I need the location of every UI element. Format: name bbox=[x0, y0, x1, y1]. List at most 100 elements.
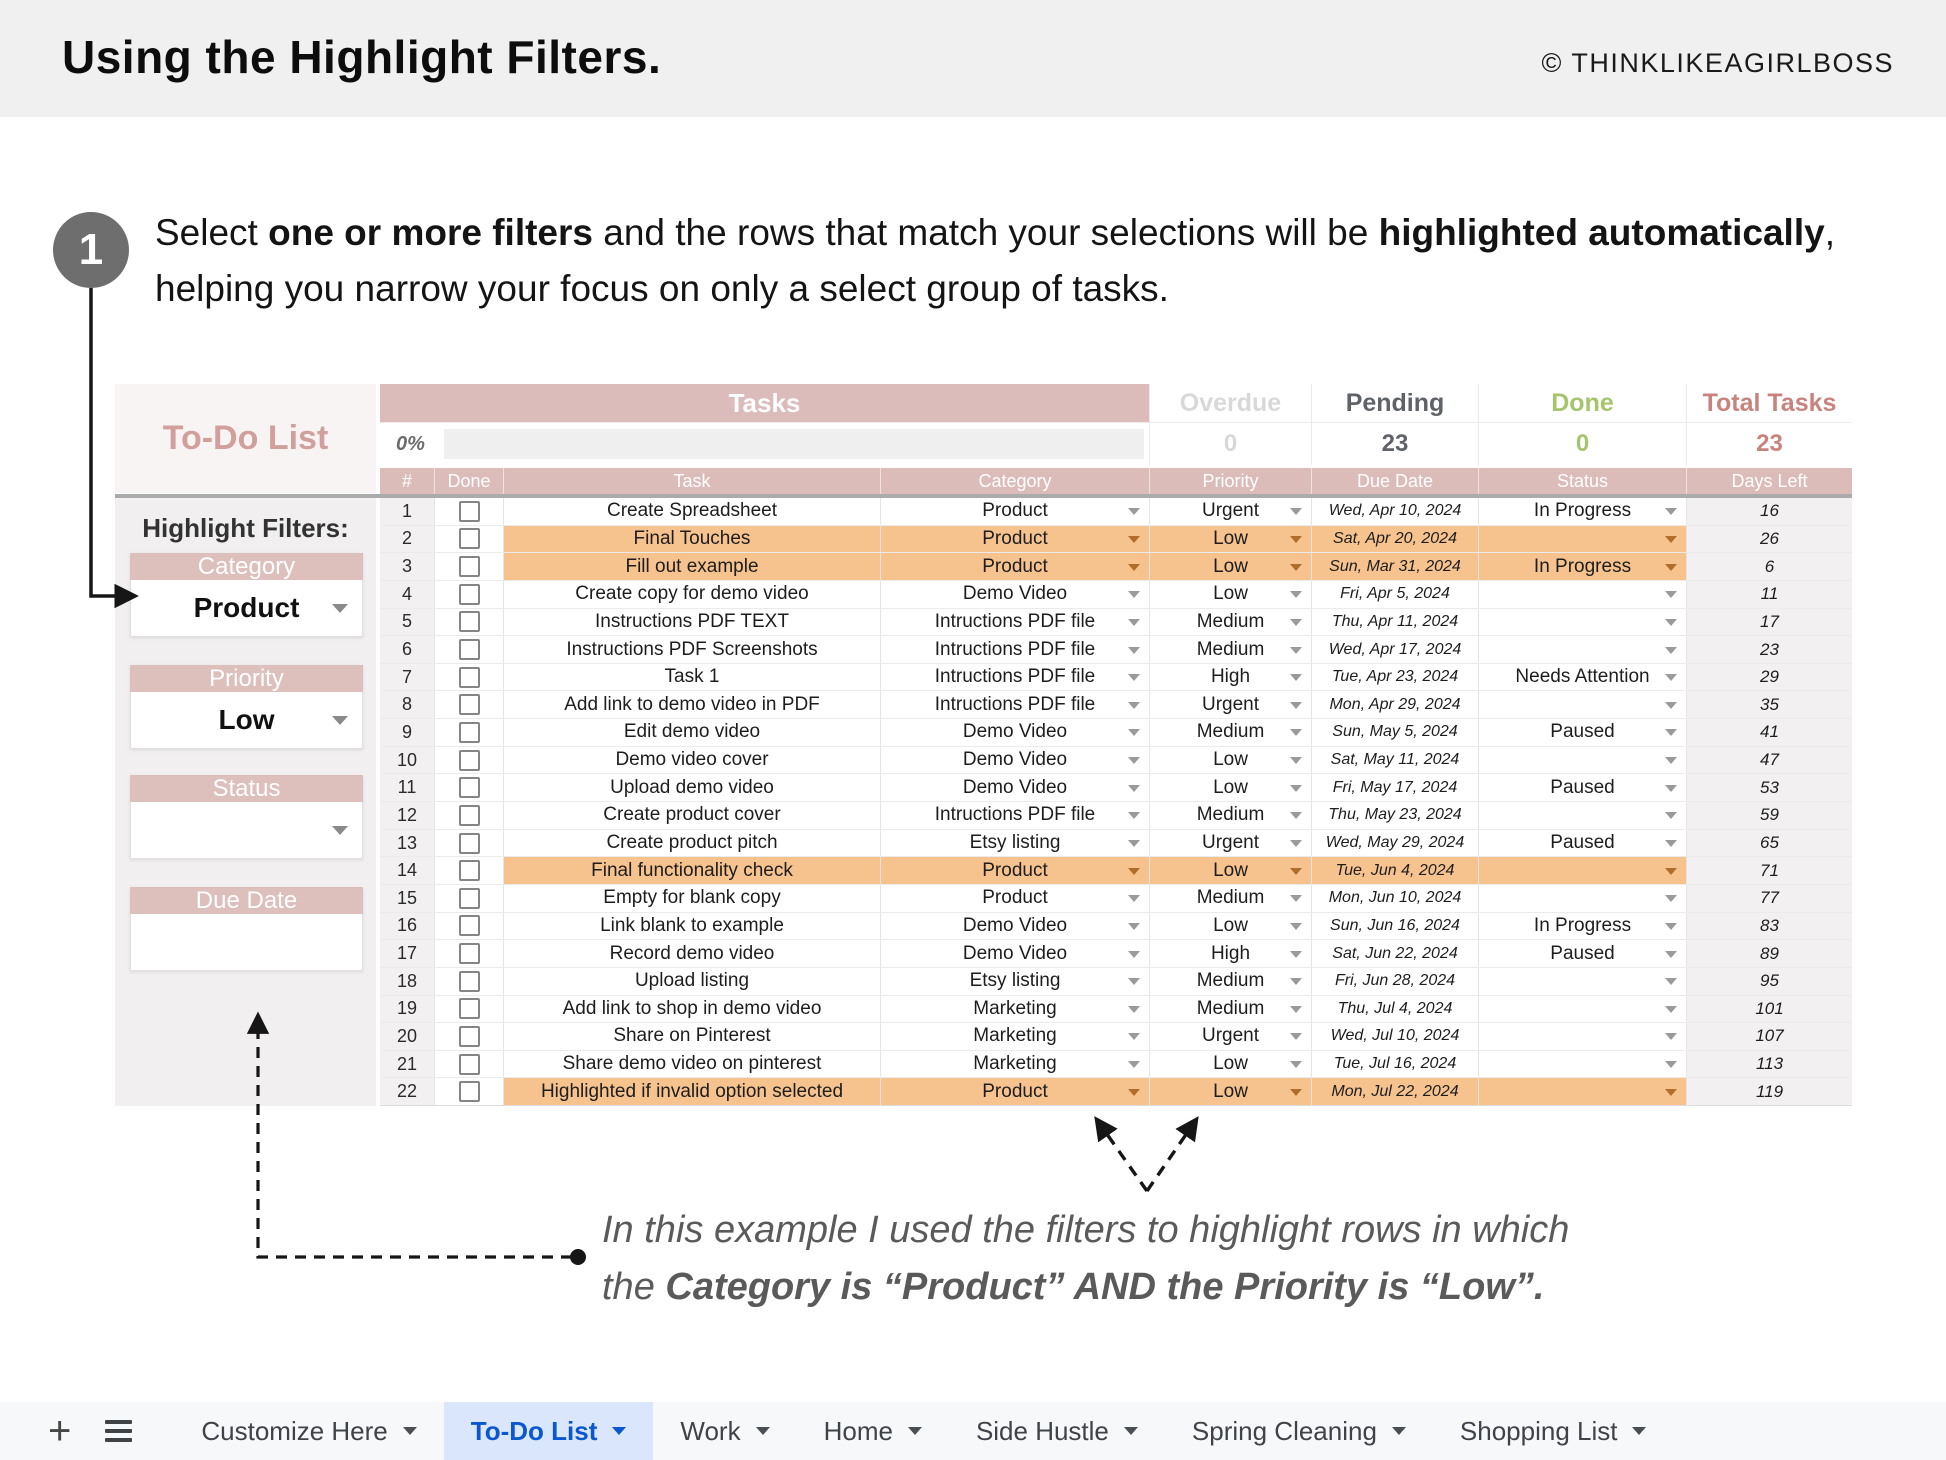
priority-cell[interactable]: Medium bbox=[1149, 884, 1311, 912]
status-cell[interactable] bbox=[1478, 691, 1686, 719]
chevron-down-icon[interactable] bbox=[332, 826, 348, 835]
tab-shopping-list[interactable]: Shopping List bbox=[1433, 1402, 1674, 1460]
done-cell[interactable] bbox=[434, 995, 503, 1023]
priority-cell[interactable]: Urgent bbox=[1149, 498, 1311, 525]
priority-cell[interactable]: Low bbox=[1149, 857, 1311, 884]
chevron-down-icon[interactable] bbox=[1123, 1427, 1138, 1435]
chevron-down-icon[interactable] bbox=[1290, 591, 1302, 599]
category-cell[interactable]: Marketing bbox=[880, 995, 1149, 1023]
task-checkbox[interactable] bbox=[458, 583, 480, 605]
priority-cell[interactable]: Urgent bbox=[1149, 691, 1311, 719]
done-cell[interactable] bbox=[434, 719, 503, 746]
chevron-down-icon[interactable] bbox=[1632, 1427, 1647, 1435]
due-date-cell[interactable]: Mon, Jun 10, 2024 bbox=[1311, 884, 1478, 912]
due-date-cell[interactable]: Sat, Jun 22, 2024 bbox=[1311, 940, 1478, 967]
done-cell[interactable] bbox=[434, 746, 503, 774]
task-checkbox[interactable] bbox=[458, 804, 480, 826]
tab-work[interactable]: Work bbox=[653, 1402, 796, 1460]
chevron-down-icon[interactable] bbox=[1665, 840, 1677, 847]
due-date-cell[interactable]: Wed, May 29, 2024 bbox=[1311, 829, 1478, 857]
status-cell[interactable] bbox=[1478, 525, 1686, 553]
task-checkbox[interactable] bbox=[458, 694, 480, 716]
priority-cell[interactable]: High bbox=[1149, 940, 1311, 967]
due-date-cell[interactable]: Wed, Jul 10, 2024 bbox=[1311, 1023, 1478, 1050]
chevron-down-icon[interactable] bbox=[1665, 535, 1677, 543]
priority-cell[interactable]: Medium bbox=[1149, 995, 1311, 1023]
chevron-down-icon[interactable] bbox=[1290, 812, 1302, 820]
category-cell[interactable]: Intructions PDF file bbox=[880, 636, 1149, 663]
category-cell[interactable]: Etsy listing bbox=[880, 967, 1149, 995]
status-cell[interactable] bbox=[1478, 802, 1686, 829]
task-cell[interactable]: Add link to shop in demo video bbox=[503, 995, 880, 1023]
chevron-down-icon[interactable] bbox=[1665, 922, 1677, 930]
due-date-cell[interactable]: Thu, May 23, 2024 bbox=[1311, 802, 1478, 829]
chevron-down-icon[interactable] bbox=[1290, 867, 1302, 875]
done-cell[interactable] bbox=[434, 884, 503, 912]
task-checkbox[interactable] bbox=[458, 1053, 480, 1075]
chevron-down-icon[interactable] bbox=[1665, 812, 1677, 820]
chevron-down-icon[interactable] bbox=[1290, 950, 1302, 958]
due-date-cell[interactable]: Fri, Jun 28, 2024 bbox=[1311, 967, 1478, 995]
task-checkbox[interactable] bbox=[458, 943, 480, 965]
task-checkbox[interactable] bbox=[458, 970, 480, 992]
task-cell[interactable]: Create product pitch bbox=[503, 829, 880, 857]
due-date-cell[interactable]: Sun, Jun 16, 2024 bbox=[1311, 912, 1478, 940]
chevron-down-icon[interactable] bbox=[1665, 646, 1677, 654]
task-checkbox[interactable] bbox=[458, 556, 480, 578]
chevron-down-icon[interactable] bbox=[1290, 840, 1302, 847]
category-cell[interactable]: Demo Video bbox=[880, 746, 1149, 774]
chevron-down-icon[interactable] bbox=[1391, 1427, 1406, 1435]
tab-spring-cleaning[interactable]: Spring Cleaning bbox=[1165, 1402, 1433, 1460]
chevron-down-icon[interactable] bbox=[1128, 535, 1140, 543]
chevron-down-icon[interactable] bbox=[1665, 757, 1677, 765]
chevron-down-icon[interactable] bbox=[1128, 950, 1140, 958]
chevron-down-icon[interactable] bbox=[1290, 922, 1302, 930]
chevron-down-icon[interactable] bbox=[1128, 867, 1140, 875]
all-sheets-menu-icon[interactable] bbox=[105, 1420, 133, 1442]
chevron-down-icon[interactable] bbox=[1665, 1033, 1677, 1041]
status-cell[interactable]: Needs Attention bbox=[1478, 663, 1686, 691]
task-checkbox[interactable] bbox=[458, 915, 480, 937]
status-cell[interactable]: Paused bbox=[1478, 719, 1686, 746]
chevron-down-icon[interactable] bbox=[1128, 646, 1140, 654]
task-checkbox[interactable] bbox=[458, 887, 480, 909]
priority-cell[interactable]: Low bbox=[1149, 912, 1311, 940]
task-checkbox[interactable] bbox=[458, 777, 480, 799]
task-checkbox[interactable] bbox=[458, 528, 480, 550]
status-cell[interactable] bbox=[1478, 967, 1686, 995]
due-date-cell[interactable]: Thu, Apr 11, 2024 bbox=[1311, 608, 1478, 636]
task-checkbox[interactable] bbox=[458, 998, 480, 1020]
chevron-down-icon[interactable] bbox=[1290, 729, 1302, 737]
task-cell[interactable]: Create Spreadsheet bbox=[503, 498, 880, 525]
category-cell[interactable]: Marketing bbox=[880, 1023, 1149, 1050]
category-cell[interactable]: Demo Video bbox=[880, 940, 1149, 967]
chevron-down-icon[interactable] bbox=[1128, 729, 1140, 737]
due-date-cell[interactable]: Sat, Apr 20, 2024 bbox=[1311, 525, 1478, 553]
done-cell[interactable] bbox=[434, 691, 503, 719]
done-cell[interactable] bbox=[434, 802, 503, 829]
chevron-down-icon[interactable] bbox=[1665, 1061, 1677, 1069]
chevron-down-icon[interactable] bbox=[1128, 922, 1140, 930]
task-cell[interactable]: Empty for blank copy bbox=[503, 884, 880, 912]
status-cell[interactable] bbox=[1478, 884, 1686, 912]
chevron-down-icon[interactable] bbox=[1665, 563, 1677, 571]
status-cell[interactable] bbox=[1478, 1078, 1686, 1106]
filter-value-status[interactable] bbox=[130, 802, 363, 859]
category-cell[interactable]: Intructions PDF file bbox=[880, 608, 1149, 636]
task-cell[interactable]: Create product cover bbox=[503, 802, 880, 829]
chevron-down-icon[interactable] bbox=[1128, 895, 1140, 903]
status-cell[interactable]: In Progress bbox=[1478, 553, 1686, 580]
status-cell[interactable] bbox=[1478, 608, 1686, 636]
task-cell[interactable]: Instructions PDF Screenshots bbox=[503, 636, 880, 663]
task-cell[interactable]: Demo video cover bbox=[503, 746, 880, 774]
done-cell[interactable] bbox=[434, 1050, 503, 1078]
task-cell[interactable]: Create copy for demo video bbox=[503, 580, 880, 608]
category-cell[interactable]: Product bbox=[880, 498, 1149, 525]
due-date-cell[interactable]: Sat, May 11, 2024 bbox=[1311, 746, 1478, 774]
status-cell[interactable] bbox=[1478, 857, 1686, 884]
chevron-down-icon[interactable] bbox=[1290, 1033, 1302, 1041]
priority-cell[interactable]: Medium bbox=[1149, 636, 1311, 663]
category-cell[interactable]: Demo Video bbox=[880, 580, 1149, 608]
priority-cell[interactable]: Urgent bbox=[1149, 1023, 1311, 1050]
category-cell[interactable]: Product bbox=[880, 553, 1149, 580]
